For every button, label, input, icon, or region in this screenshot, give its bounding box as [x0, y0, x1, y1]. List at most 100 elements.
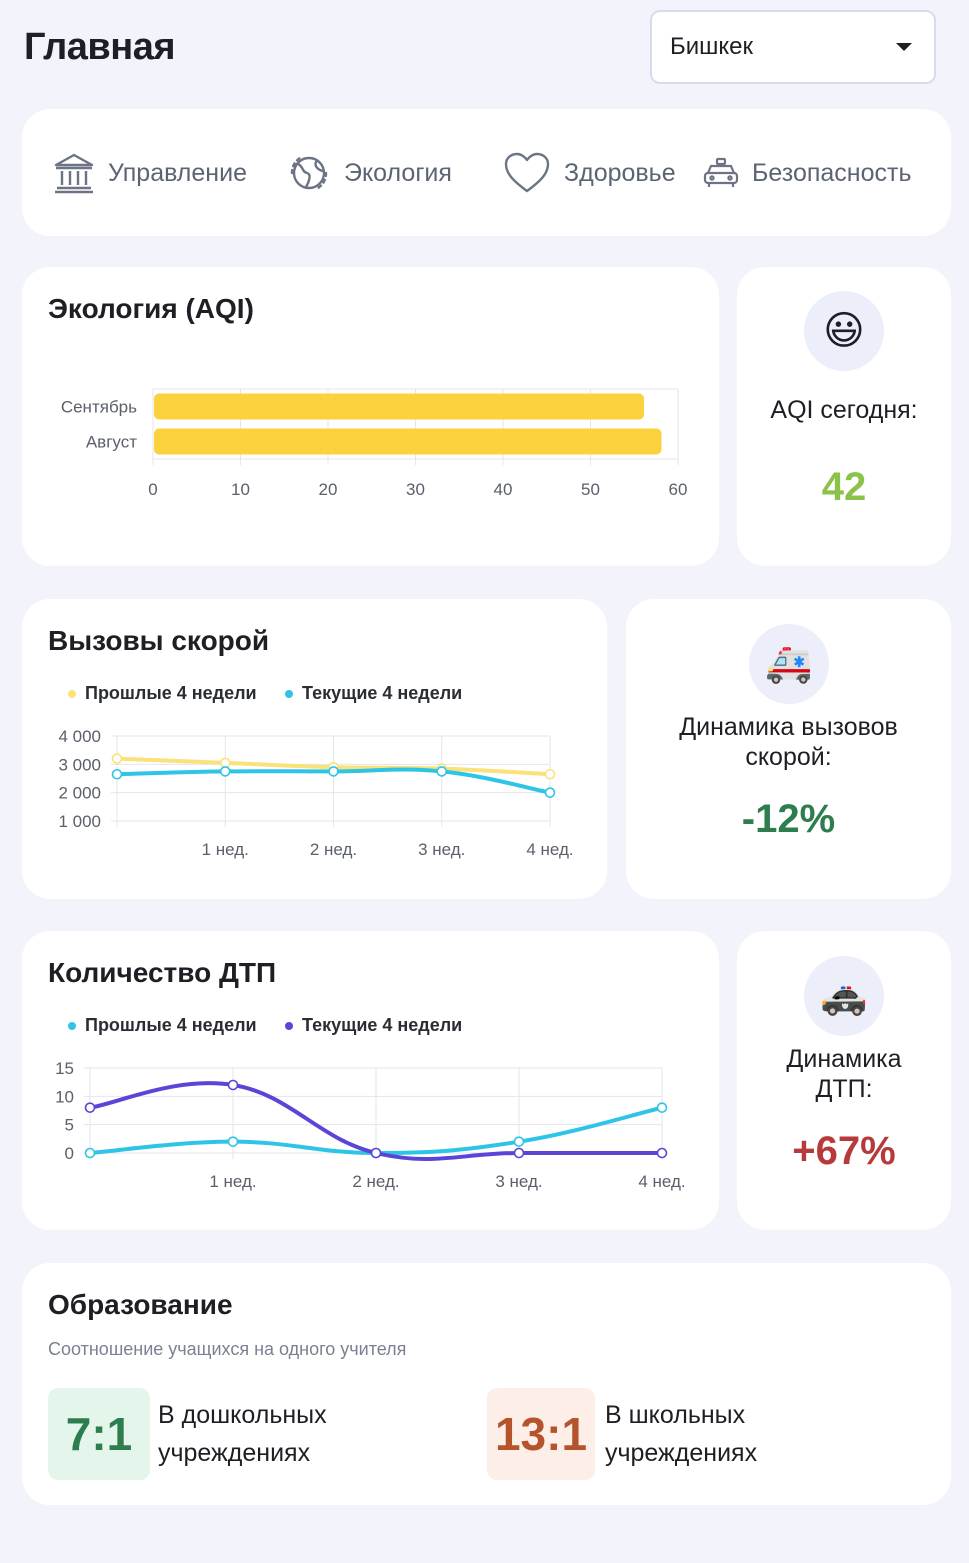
- school-label-line2: учреждениях: [605, 1439, 758, 1467]
- education-card: Образование Соотношение учащихся на одно…: [22, 1263, 951, 1505]
- government-building-icon: [54, 153, 94, 194]
- x-tick-label: 0: [148, 480, 157, 499]
- legend-label: Прошлые 4 недели: [85, 683, 257, 703]
- x-tick-label: 1 нед.: [202, 840, 249, 859]
- school-label-line1: В школьных: [605, 1401, 746, 1429]
- y-tick-label: 0: [65, 1144, 74, 1163]
- data-point: [84, 1147, 96, 1159]
- x-tick-label: 3 нед.: [495, 1172, 542, 1191]
- nav-item-security[interactable]: Безопасность: [702, 149, 911, 197]
- ambulance-chart-card: Вызовы скорой Прошлые 4 недели Текущие 4…: [22, 599, 607, 899]
- ecology-chart-card: Экология (AQI) 0 10 20 30 40 50 60 Сентябрь Авгу…: [22, 267, 719, 566]
- x-tick-label: 1 нед.: [209, 1172, 256, 1191]
- accidents-card-title: Количество ДТП: [48, 957, 277, 988]
- y-tick-label: 5: [65, 1116, 74, 1135]
- preschool-label-line2: учреждениях: [158, 1439, 311, 1467]
- ambulance-dynamics-value: -12%: [741, 797, 836, 841]
- legend-label: Прошлые 4 недели: [85, 1015, 257, 1035]
- data-point: [544, 768, 556, 780]
- legend-label: Текущие 4 недели: [302, 1015, 463, 1035]
- legend-item-previous[interactable]: Прошлые 4 недели: [68, 1015, 257, 1036]
- education-subtitle: Соотношение учащихся на одного учителя: [48, 1339, 407, 1359]
- legend-dot: [68, 689, 76, 698]
- legend-item-current[interactable]: Текущие 4 недели: [285, 1015, 462, 1036]
- education-card-title: Образование: [48, 1289, 233, 1320]
- legend-item-current[interactable]: Текущие 4 недели: [285, 683, 462, 704]
- globe-icon: [290, 156, 328, 190]
- accidents-dynamics-label: Динамика ДТП:: [786, 1045, 902, 1103]
- preschool-ratio-label: В дошкольных учреждениях: [158, 1396, 327, 1472]
- ambulance-card-title: Вызовы скорой: [48, 625, 270, 656]
- data-point: [513, 1147, 525, 1159]
- aqi-today-card: 😃 AQI сегодня: 42: [737, 267, 951, 566]
- x-tick-label: 2 нед.: [352, 1172, 399, 1191]
- y-tick-label: Август: [86, 433, 137, 452]
- ambulance-dynamics-card: 🚑 Динамика вызовов скорой: -12%: [626, 599, 951, 899]
- x-tick-label: 4 нед.: [638, 1172, 685, 1191]
- y-tick-label: 10: [55, 1087, 74, 1106]
- data-point: [370, 1147, 382, 1159]
- y-tick-label: 3 000: [58, 755, 101, 774]
- bar: [154, 428, 662, 455]
- nav-item-label: Управление: [108, 158, 247, 187]
- chevron-down-icon: [896, 43, 912, 51]
- ecology-card-title: Экология (AQI): [48, 293, 254, 324]
- smiley-face-icon: 😃: [804, 291, 884, 371]
- ambulance-dynamics-label: Динамика вызовов скорой:: [679, 713, 898, 771]
- heart-icon: [504, 152, 550, 193]
- ambulance-icon: 🚑: [749, 624, 829, 704]
- legend-item-previous[interactable]: Прошлые 4 недели: [68, 683, 257, 704]
- category-nav: Управление Экология Здоровье Безопасност…: [22, 109, 951, 236]
- y-tick-label: Сентябрь: [61, 398, 137, 417]
- school-ratio-badge: 13:1: [487, 1388, 595, 1480]
- data-point: [227, 1079, 239, 1091]
- preschool-label-line1: В дошкольных: [158, 1401, 327, 1429]
- x-tick-label: 3 нед.: [418, 840, 465, 859]
- x-tick-label: 10: [231, 480, 250, 499]
- data-point: [544, 787, 556, 798]
- taxi-car-icon: [703, 157, 739, 187]
- data-point: [219, 757, 231, 769]
- accidents-dynamics-card: 🚓 Динамика ДТП: +67%: [737, 931, 951, 1230]
- nav-item-ecology[interactable]: Экология: [286, 149, 452, 197]
- aqi-today-label: AQI сегодня:: [770, 396, 918, 424]
- school-ratio-label: В школьных учреждениях: [605, 1396, 757, 1472]
- data-point: [111, 768, 123, 780]
- x-tick-label: 20: [319, 480, 338, 499]
- accidents-chart-card: Количество ДТП Прошлые 4 недели Текущие …: [22, 931, 719, 1230]
- data-point: [656, 1147, 668, 1159]
- nav-item-label: Экология: [344, 158, 452, 187]
- bar: [154, 393, 644, 420]
- data-point: [656, 1102, 668, 1113]
- nav-item-government[interactable]: Управление: [52, 149, 247, 197]
- x-tick-label: 4 нед.: [526, 840, 573, 859]
- legend-label: Текущие 4 недели: [302, 683, 463, 703]
- data-point: [111, 753, 123, 764]
- page-title: Главная: [24, 26, 176, 68]
- police-car-icon: 🚓: [804, 956, 884, 1036]
- city-select[interactable]: Бишкек: [650, 10, 936, 84]
- data-point: [328, 766, 339, 777]
- nav-item-health[interactable]: Здоровье: [502, 149, 676, 197]
- accidents-line-chart: 1 нед. 2 нед. 3 нед. 4 нед. 15 10 5 0: [55, 1059, 686, 1191]
- aqi-today-value: 42: [821, 465, 867, 509]
- data-point: [513, 1136, 525, 1147]
- legend-dot: [68, 1021, 76, 1030]
- x-tick-label: 50: [581, 480, 600, 499]
- data-point: [84, 1102, 96, 1113]
- nav-item-label: Безопасность: [752, 158, 912, 187]
- nav-item-label: Здоровье: [564, 158, 676, 187]
- ambulance-line-chart: 1 нед. 2 нед. 3 нед. 4 нед. 4 000 3 000 2 000 1…: [58, 727, 573, 859]
- aqi-bar-chart: 0 10 20 30 40 50 60 Сентябрь Август: [61, 388, 688, 499]
- city-select-value: Бишкек: [670, 33, 754, 60]
- data-point: [436, 766, 448, 777]
- y-tick-label: 15: [55, 1059, 74, 1078]
- legend-dot: [285, 689, 293, 698]
- y-tick-label: 4 000: [58, 727, 101, 746]
- x-tick-label: 60: [669, 480, 688, 499]
- legend-dot: [285, 1021, 293, 1030]
- x-tick-label: 40: [494, 480, 513, 499]
- y-tick-label: 1 000: [58, 812, 101, 831]
- y-tick-label: 2 000: [58, 784, 101, 803]
- x-tick-label: 30: [406, 480, 425, 499]
